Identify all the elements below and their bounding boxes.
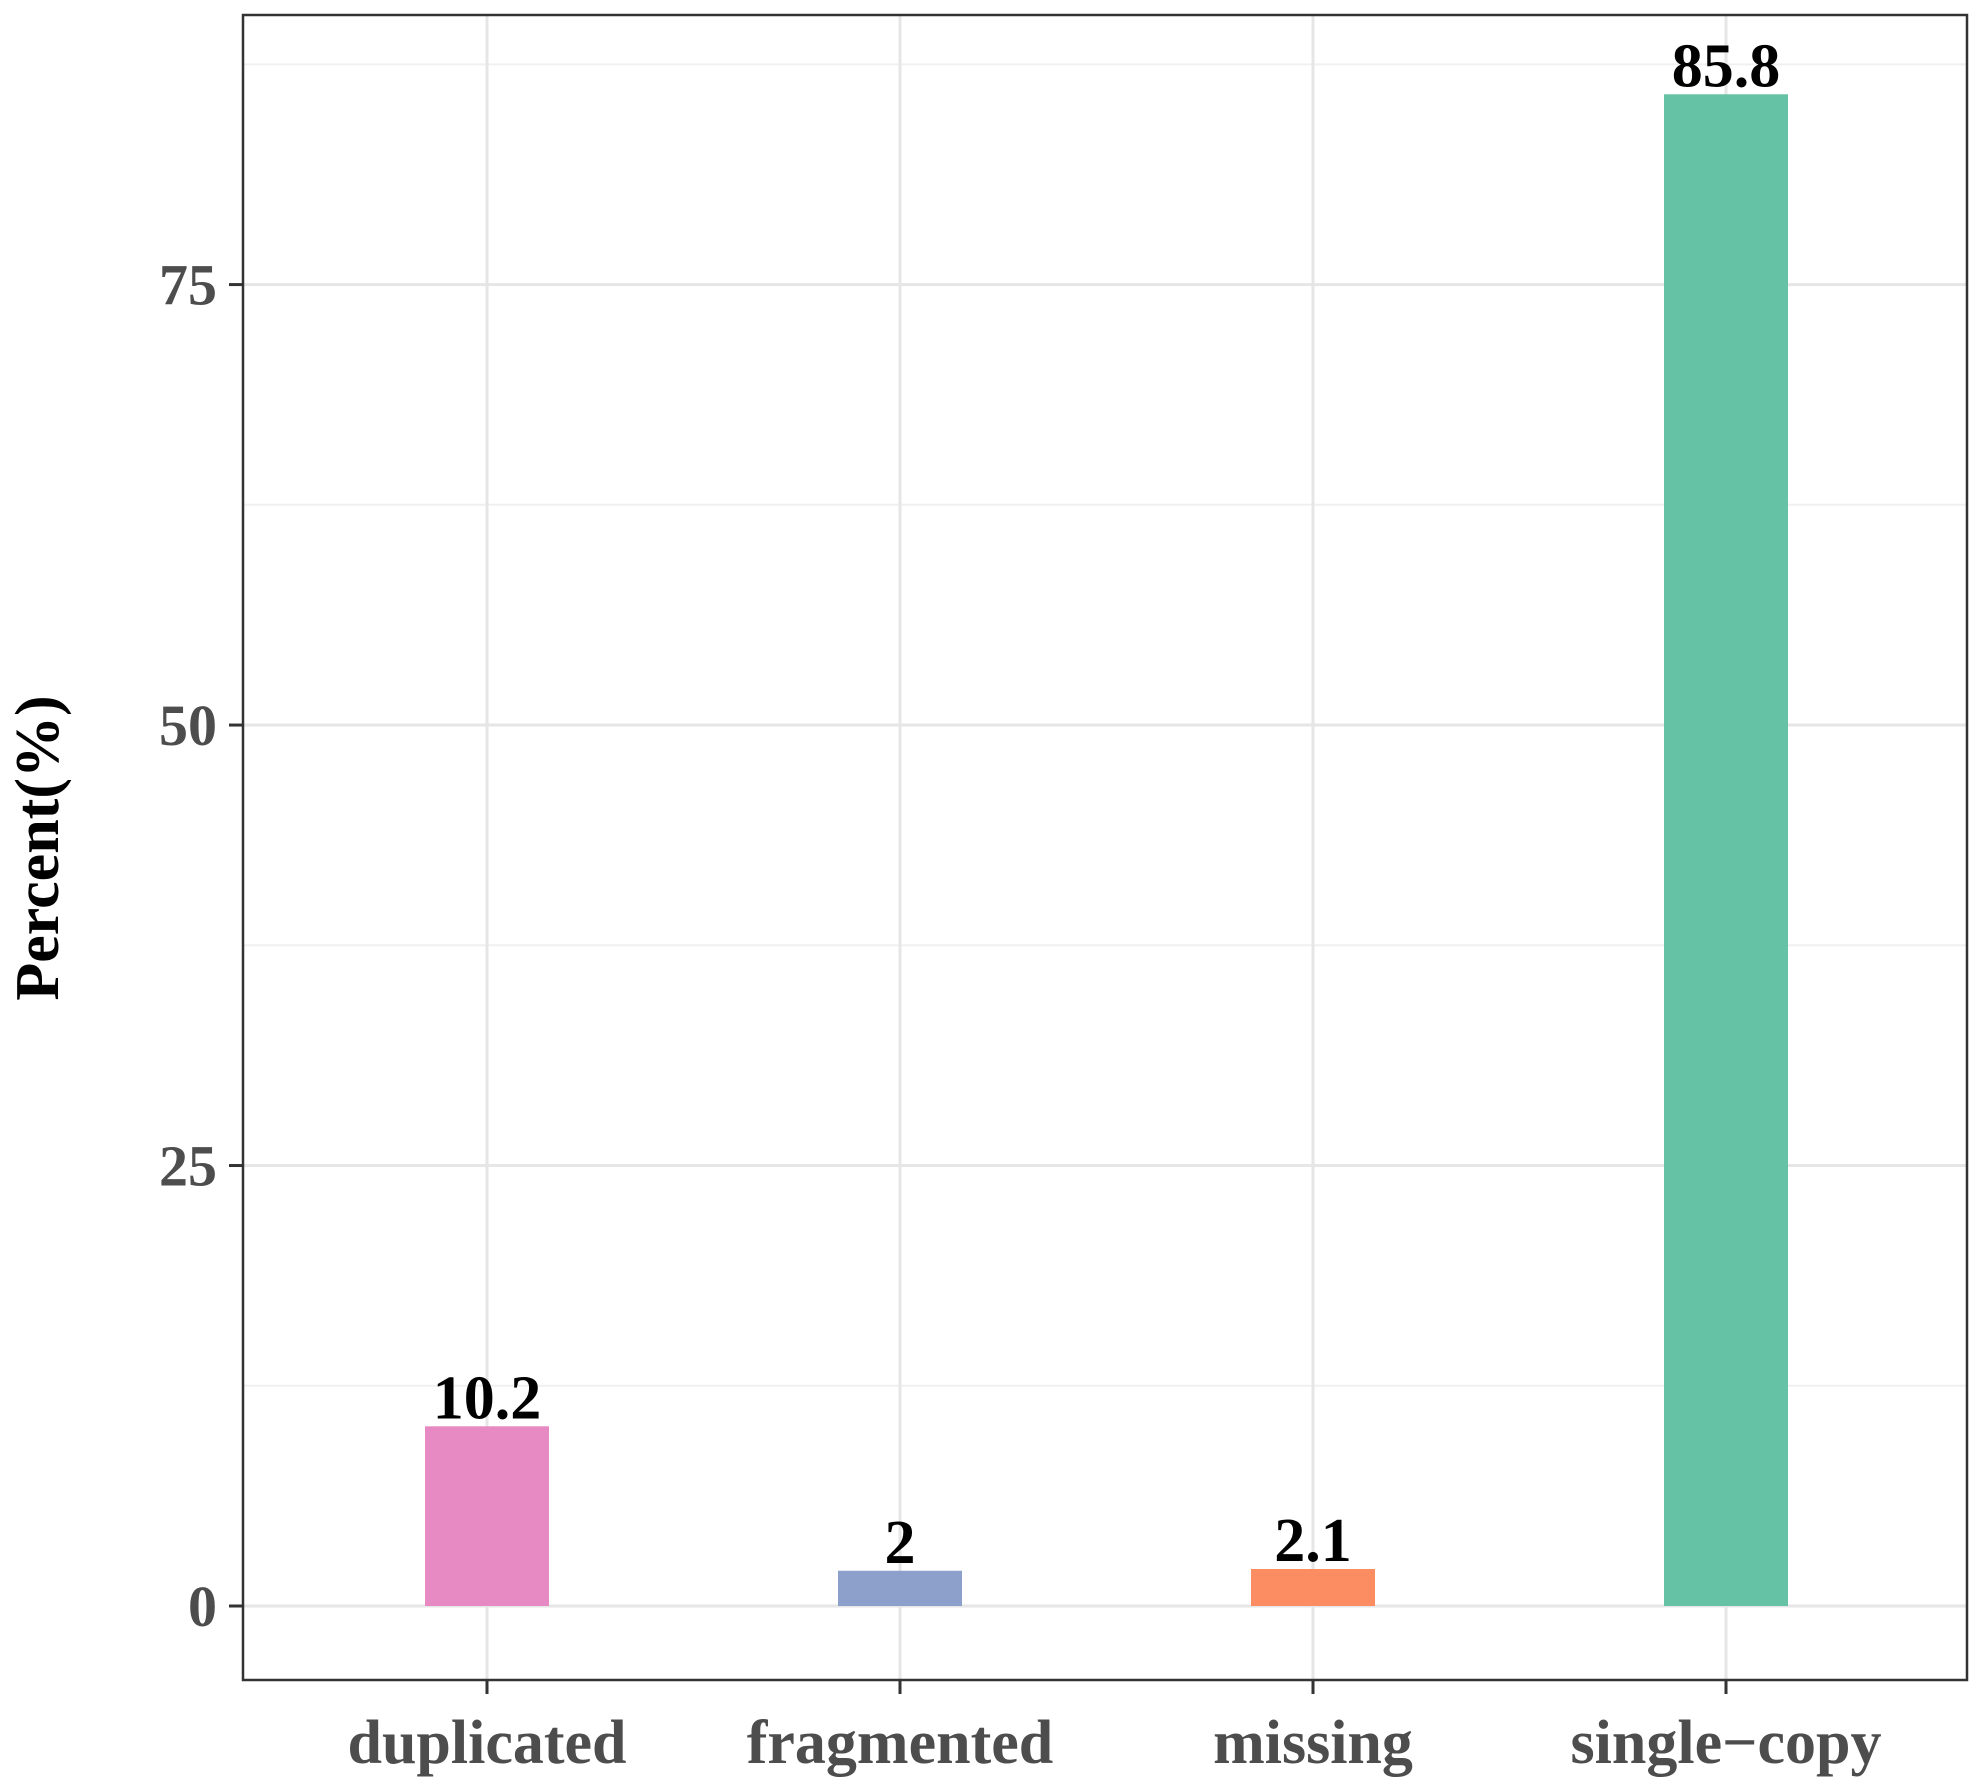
bar-duplicated [425,1426,549,1606]
x-tick-label: single−copy [1571,1709,1882,1777]
y-tick-label: 50 [159,693,217,758]
x-tick-label: duplicated [347,1709,626,1777]
data-label: 2 [885,1509,916,1577]
bar-missing [1251,1569,1375,1606]
x-axis: duplicated fragmented missing single−copy [347,1680,1881,1777]
y-axis-title: Percent(%) [4,695,72,1000]
data-label: 85.8 [1672,32,1781,100]
data-label: 2.1 [1274,1507,1352,1575]
y-tick-label: 0 [188,1574,217,1639]
data-labels-group: 10.2 2 2.1 85.8 [433,32,1781,1576]
bars-group [425,94,1788,1606]
plot-panel-border [241,13,1969,1682]
x-tick-label: fragmented [747,1709,1053,1777]
data-label: 10.2 [433,1364,542,1432]
y-tick-label: 75 [159,253,217,318]
bar-fragmented [838,1570,962,1606]
y-tick-label: 25 [159,1134,217,1199]
y-axis: 0 25 50 75 [159,253,243,1639]
x-tick-label: missing [1213,1709,1413,1777]
bar-single-copy [1664,94,1788,1606]
